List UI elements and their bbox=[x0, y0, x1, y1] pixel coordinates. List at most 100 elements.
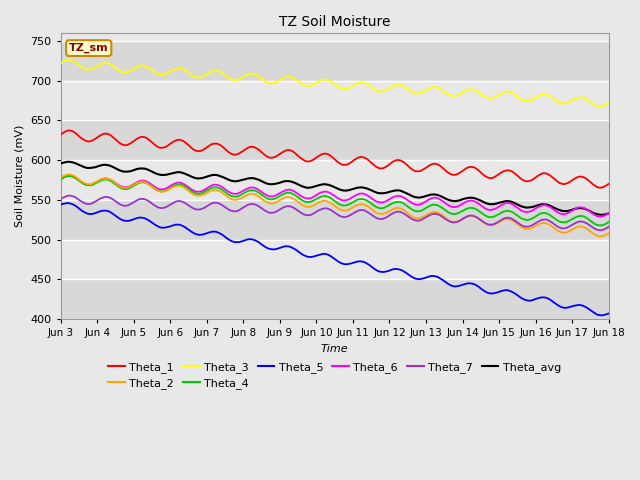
Theta_avg bbox=[540, 202, 548, 207]
Theta_4 bbox=[241, 190, 248, 196]
Theta_7 bbox=[540, 216, 548, 222]
Bar bbox=[61, 120, 609, 160]
Theta_avg bbox=[241, 177, 248, 182]
Theta_5 bbox=[492, 290, 499, 296]
Theta_3 bbox=[596, 104, 604, 109]
Theta_4 bbox=[605, 219, 612, 225]
Line: Theta_7: Theta_7 bbox=[61, 195, 609, 230]
Theta_avg bbox=[598, 212, 606, 218]
Theta_1 bbox=[605, 181, 612, 187]
Theta_2 bbox=[66, 172, 74, 178]
Theta_1 bbox=[596, 185, 604, 191]
Theta_5 bbox=[65, 200, 72, 206]
Theta_4 bbox=[492, 213, 499, 219]
Line: Theta_1: Theta_1 bbox=[61, 131, 609, 188]
Theta_7 bbox=[179, 199, 187, 205]
Theta_4 bbox=[166, 186, 173, 192]
Theta_4 bbox=[66, 173, 74, 179]
Theta_7 bbox=[420, 216, 428, 221]
Theta_1 bbox=[57, 132, 65, 138]
Theta_3 bbox=[57, 60, 65, 66]
Theta_avg bbox=[492, 201, 499, 207]
Theta_5 bbox=[605, 311, 612, 316]
Line: Theta_5: Theta_5 bbox=[61, 203, 609, 315]
Theta_6 bbox=[420, 200, 428, 205]
Text: TZ_sm: TZ_sm bbox=[69, 43, 109, 53]
Theta_1 bbox=[166, 142, 173, 147]
Theta_5 bbox=[57, 202, 65, 207]
Theta_7 bbox=[166, 202, 173, 208]
Theta_avg bbox=[420, 194, 428, 200]
Title: TZ Soil Moisture: TZ Soil Moisture bbox=[279, 15, 390, 29]
Theta_3 bbox=[492, 94, 499, 100]
Theta_2 bbox=[179, 184, 187, 190]
Theta_2 bbox=[605, 230, 612, 236]
Line: Theta_avg: Theta_avg bbox=[61, 162, 609, 215]
Theta_1 bbox=[179, 138, 187, 144]
Theta_1 bbox=[420, 166, 428, 172]
Theta_4 bbox=[420, 206, 428, 212]
Theta_2 bbox=[241, 194, 248, 200]
Theta_2 bbox=[57, 175, 65, 180]
Theta_6 bbox=[605, 211, 612, 216]
Bar bbox=[61, 200, 609, 240]
Theta_5 bbox=[420, 276, 428, 281]
Theta_avg bbox=[179, 170, 187, 176]
Theta_6 bbox=[166, 183, 173, 189]
Y-axis label: Soil Moisture (mV): Soil Moisture (mV) bbox=[15, 125, 25, 227]
Theta_4 bbox=[540, 210, 548, 216]
Theta_7 bbox=[596, 228, 604, 233]
Theta_6 bbox=[596, 214, 604, 219]
Theta_3 bbox=[65, 57, 73, 63]
Legend: Theta_1, Theta_2, Theta_3, Theta_4, Theta_5, Theta_6, Theta_7, Theta_avg: Theta_1, Theta_2, Theta_3, Theta_4, Thet… bbox=[104, 358, 566, 394]
Theta_5 bbox=[597, 312, 605, 318]
Bar bbox=[61, 240, 609, 279]
Theta_6 bbox=[241, 187, 248, 193]
Theta_7 bbox=[605, 224, 612, 230]
Theta_4 bbox=[57, 176, 65, 182]
Theta_6 bbox=[492, 205, 499, 211]
Bar bbox=[61, 279, 609, 319]
Theta_4 bbox=[596, 223, 604, 228]
Theta_4 bbox=[179, 182, 187, 188]
Theta_5 bbox=[179, 223, 187, 229]
Line: Theta_2: Theta_2 bbox=[61, 175, 609, 237]
Theta_2 bbox=[596, 234, 604, 240]
Theta_3 bbox=[241, 73, 248, 79]
Theta_7 bbox=[241, 204, 248, 210]
Theta_3 bbox=[420, 89, 428, 95]
Theta_7 bbox=[66, 192, 74, 198]
Theta_avg bbox=[57, 160, 65, 166]
Theta_avg bbox=[65, 159, 72, 165]
Theta_6 bbox=[179, 181, 187, 187]
Theta_2 bbox=[540, 220, 548, 226]
Theta_2 bbox=[420, 214, 428, 219]
Theta_5 bbox=[166, 224, 173, 229]
Bar bbox=[61, 81, 609, 120]
Theta_6 bbox=[540, 202, 548, 208]
Theta_3 bbox=[540, 92, 548, 97]
Theta_1 bbox=[241, 147, 248, 153]
Theta_1 bbox=[492, 174, 499, 180]
Line: Theta_4: Theta_4 bbox=[61, 176, 609, 226]
Theta_7 bbox=[57, 196, 65, 202]
Line: Theta_3: Theta_3 bbox=[61, 60, 609, 107]
Theta_5 bbox=[241, 238, 248, 243]
Theta_6 bbox=[57, 176, 65, 182]
Theta_3 bbox=[166, 69, 173, 75]
Theta_avg bbox=[605, 211, 612, 216]
Bar bbox=[61, 41, 609, 81]
Theta_3 bbox=[605, 100, 612, 106]
Theta_3 bbox=[179, 66, 187, 72]
Theta_1 bbox=[65, 128, 72, 133]
Theta_6 bbox=[66, 173, 74, 179]
X-axis label: Time: Time bbox=[321, 344, 348, 354]
Theta_avg bbox=[166, 171, 173, 177]
Theta_5 bbox=[540, 295, 548, 300]
Theta_2 bbox=[166, 186, 173, 192]
Line: Theta_6: Theta_6 bbox=[61, 176, 609, 216]
Theta_7 bbox=[492, 220, 499, 226]
Theta_1 bbox=[540, 170, 548, 176]
Theta_2 bbox=[492, 221, 499, 227]
Bar bbox=[61, 160, 609, 200]
